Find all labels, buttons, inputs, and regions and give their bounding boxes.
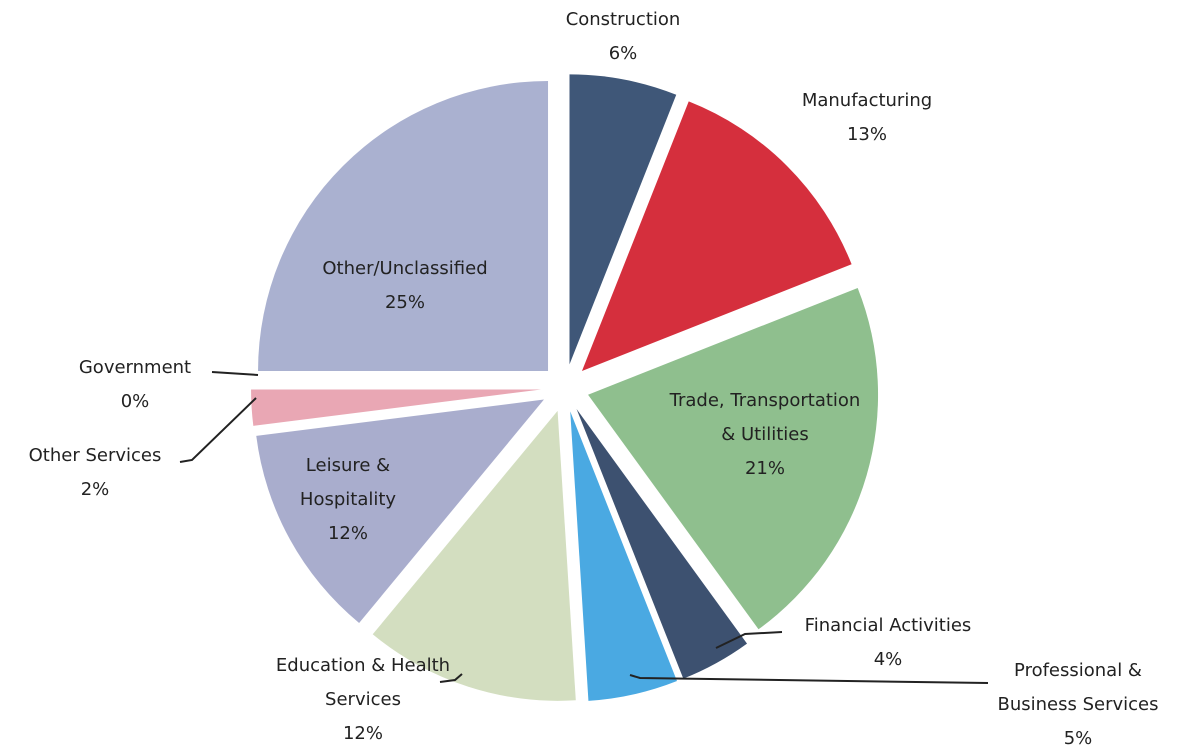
- slices: [251, 74, 879, 701]
- slice-label: Education & Health Services 12%: [268, 649, 458, 750]
- category-name: Leisure & Hospitality: [299, 455, 397, 510]
- value-label: 4%: [873, 649, 903, 670]
- pie-slice: [569, 74, 677, 365]
- category-name: Construction: [565, 9, 681, 30]
- category-name: Professional & Business Services: [997, 660, 1159, 715]
- slice-label: Government 0%: [60, 351, 210, 419]
- slice-label: Construction 6%: [548, 3, 698, 71]
- slice-label: Financial Activities 4%: [773, 609, 1003, 677]
- slice-label: Other/Unclassified 25%: [295, 252, 515, 320]
- category-name: Other/Unclassified: [322, 258, 488, 279]
- leader-line: [715, 631, 783, 649]
- pie-slice: [570, 411, 677, 701]
- pie-slice: [258, 81, 549, 372]
- slice-label: Trade, Transportation & Utilities 21%: [660, 384, 870, 486]
- value-label: 6%: [608, 43, 638, 64]
- pie-slice: [576, 409, 748, 679]
- leader-line: [179, 397, 257, 463]
- category-name: Manufacturing: [801, 90, 933, 111]
- value-label: 2%: [80, 479, 110, 500]
- value-label: 12%: [342, 723, 383, 744]
- value-label: 0%: [120, 391, 150, 412]
- category-name: Financial Activities: [804, 615, 972, 636]
- category-name: Trade, Transportation & Utilities: [669, 390, 861, 445]
- leader-line: [211, 371, 259, 376]
- slice-label: Professional & Business Services 5%: [978, 654, 1178, 750]
- category-name: Government: [78, 357, 192, 378]
- slice-label: Manufacturing 13%: [777, 84, 957, 152]
- value-label: 13%: [846, 124, 887, 145]
- value-label: 12%: [327, 523, 368, 544]
- slice-label: Leisure & Hospitality 12%: [273, 449, 423, 551]
- leader-line: [439, 673, 463, 683]
- value-label: 25%: [384, 292, 425, 313]
- pie-slice: [256, 399, 544, 624]
- value-label: 21%: [744, 458, 785, 479]
- category-name: Education & Health Services: [275, 655, 451, 710]
- pie-slice: [588, 287, 879, 630]
- slice-label: Other Services 2%: [5, 439, 185, 507]
- value-label: 5%: [1063, 728, 1093, 749]
- pie-slice: [581, 101, 852, 372]
- pie-slice: [251, 389, 542, 426]
- category-name: Other Services: [28, 445, 162, 466]
- pie-slice: [372, 410, 576, 701]
- leader-line: [629, 674, 989, 684]
